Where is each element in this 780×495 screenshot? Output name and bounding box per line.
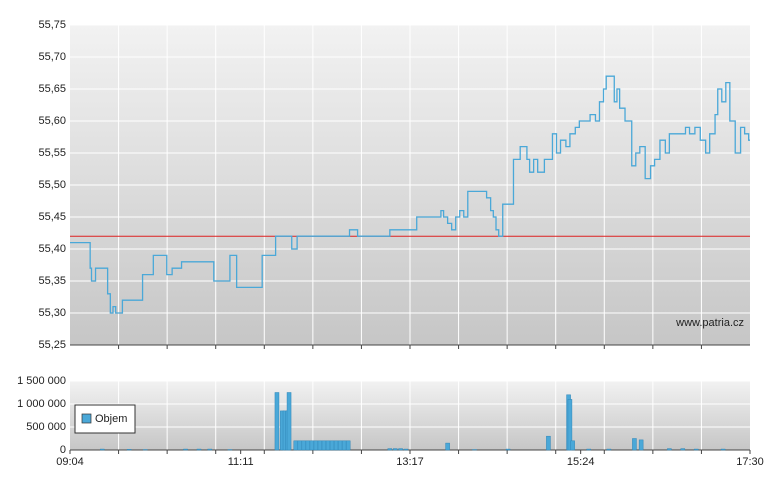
volume-bar <box>330 441 334 450</box>
volume-bar <box>306 441 310 450</box>
legend-label: Objem <box>95 413 127 425</box>
y-tick-label: 55,70 <box>38 51 66 63</box>
volume-bar <box>587 449 591 450</box>
y-tick-label: 55,50 <box>38 179 66 191</box>
volume-bar <box>393 449 397 450</box>
y-tick-label: 1 500 000 <box>17 375 66 387</box>
y-tick-label: 500 000 <box>26 421 66 433</box>
volume-bar <box>346 441 350 450</box>
y-tick-label: 55,60 <box>38 115 66 127</box>
volume-bar <box>446 443 450 450</box>
y-tick-label: 55,30 <box>38 307 66 319</box>
y-tick-label: 55,55 <box>38 147 66 159</box>
volume-bar <box>639 440 643 450</box>
volume-bar <box>302 441 306 450</box>
y-tick-label: 55,45 <box>38 211 66 223</box>
y-tick-label: 0 <box>60 444 66 456</box>
volume-bar <box>399 449 403 450</box>
volume-bar <box>294 441 298 450</box>
volume-bar <box>318 441 322 450</box>
volume-bar <box>632 439 636 451</box>
volume-bar <box>571 441 575 450</box>
y-tick-label: 55,75 <box>38 19 66 31</box>
volume-bar <box>287 393 291 451</box>
y-tick-label: 1 000 000 <box>17 398 66 410</box>
x-tick-label: 09:04 <box>56 456 84 468</box>
y-tick-label: 55,35 <box>38 275 66 287</box>
volume-bar <box>334 441 338 450</box>
legend: Objem <box>75 405 135 433</box>
volume-bar <box>184 449 188 450</box>
volume-bar <box>127 449 131 450</box>
volume-bar <box>681 449 685 450</box>
volume-bar <box>208 449 212 450</box>
volume-bar <box>275 393 279 451</box>
volume-bar <box>298 441 302 450</box>
volume-bar <box>100 449 104 450</box>
volume-bar <box>342 441 346 450</box>
legend-swatch <box>82 414 91 423</box>
x-tick-label: 11:11 <box>228 456 254 468</box>
volume-bar <box>197 449 201 450</box>
volume-bar <box>694 449 698 450</box>
x-tick-label: 15:24 <box>567 456 595 468</box>
y-tick-label: 55,40 <box>38 243 66 255</box>
volume-bar <box>546 436 550 450</box>
volume-bar <box>338 441 342 450</box>
volume-bar <box>314 441 318 450</box>
y-tick-label: 55,65 <box>38 83 66 95</box>
y-tick-label: 55,25 <box>38 339 66 351</box>
volume-bar <box>326 441 330 450</box>
volume-bar <box>667 449 671 450</box>
watermark: www.patria.cz <box>675 317 744 329</box>
volume-bar <box>506 449 510 450</box>
volume-bar <box>322 441 326 450</box>
volume-bar <box>404 449 408 450</box>
volume-bar <box>607 449 611 450</box>
volume-bar <box>310 441 314 450</box>
volume-bar <box>388 449 392 450</box>
x-tick-label: 17:30 <box>736 456 764 468</box>
x-tick-label: 13:17 <box>396 456 424 468</box>
volume-bar <box>721 449 725 450</box>
